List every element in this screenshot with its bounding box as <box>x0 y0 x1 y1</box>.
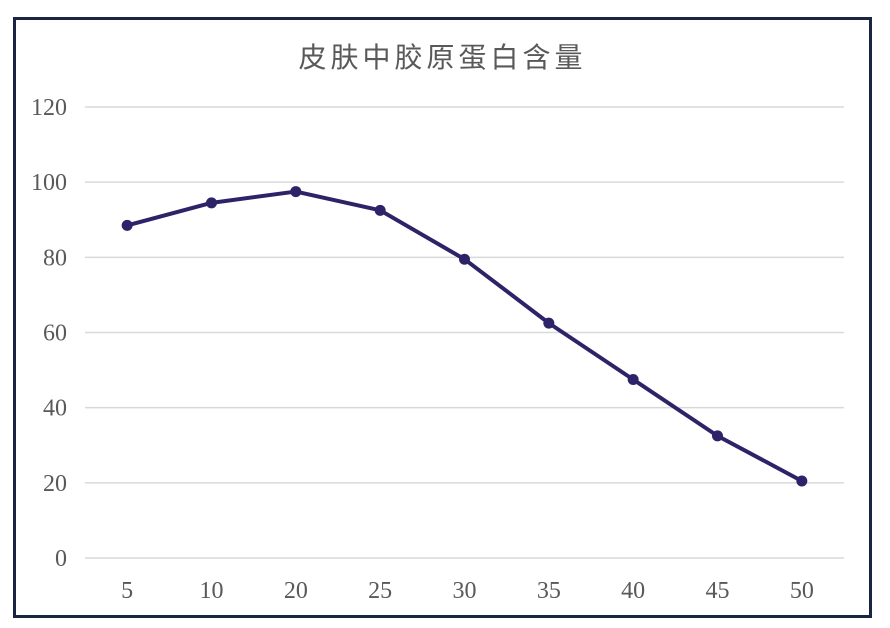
y-axis-tick-label: 60 <box>43 321 67 347</box>
x-axis-tick-label: 40 <box>621 578 645 604</box>
y-axis-tick-label: 120 <box>31 95 67 121</box>
data-point <box>121 219 133 231</box>
y-axis-tick-label: 40 <box>43 396 67 422</box>
x-axis-tick-label: 30 <box>453 578 477 604</box>
y-axis-tick-label: 100 <box>31 170 67 196</box>
data-series-line <box>125 189 804 483</box>
data-point <box>290 186 302 198</box>
y-axis-tick-label: 20 <box>43 471 67 497</box>
data-point <box>712 430 723 442</box>
y-axis-tick-label: 80 <box>43 245 67 271</box>
x-axis-tick-label: 10 <box>200 578 224 604</box>
x-axis-tick-label: 35 <box>537 578 561 604</box>
data-point <box>459 253 470 265</box>
data-point <box>374 204 386 216</box>
data-point <box>206 197 217 209</box>
x-axis-tick-label: 25 <box>368 578 392 604</box>
data-point <box>627 373 639 385</box>
chart-frame <box>13 17 872 618</box>
data-point <box>543 317 555 329</box>
x-axis-tick-label: 50 <box>790 578 814 604</box>
data-point <box>796 475 808 487</box>
x-axis-tick-label: 5 <box>121 578 133 604</box>
chart-title: 皮肤中胶原蛋白含量 <box>298 43 587 74</box>
x-axis-tick-label: 20 <box>284 578 308 604</box>
x-axis-tick-label: 45 <box>706 578 730 604</box>
y-axis-tick-label: 0 <box>55 546 67 572</box>
